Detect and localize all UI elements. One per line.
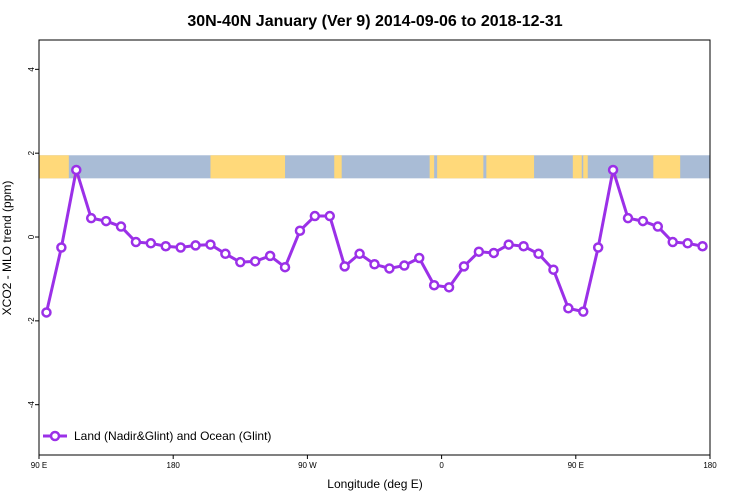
map-land bbox=[583, 155, 588, 179]
data-point bbox=[592, 242, 604, 253]
x-tick-label: 180 bbox=[167, 461, 181, 470]
data-point bbox=[324, 210, 336, 222]
data-point bbox=[503, 239, 514, 250]
data-point bbox=[130, 236, 142, 248]
data-point bbox=[71, 164, 82, 176]
data-point bbox=[205, 239, 216, 250]
data-point bbox=[563, 303, 574, 314]
x-axis-label: Longitude (deg E) bbox=[327, 477, 422, 491]
data-point bbox=[294, 225, 306, 236]
data-point bbox=[443, 282, 455, 293]
data-point bbox=[220, 248, 231, 260]
data-point bbox=[399, 260, 410, 271]
data-point bbox=[41, 307, 52, 318]
y-tick-label: -4 bbox=[27, 401, 36, 409]
legend-marker bbox=[49, 430, 61, 442]
map-land bbox=[437, 155, 484, 179]
data-point bbox=[115, 221, 127, 232]
x-tick-label: 90 E bbox=[568, 461, 584, 470]
data-point bbox=[384, 263, 395, 274]
x-tick-label: 90 E bbox=[31, 461, 47, 470]
x-tick-label: 180 bbox=[703, 461, 717, 470]
map-ocean bbox=[39, 155, 710, 179]
map-band bbox=[39, 155, 710, 179]
y-tick-label: 2 bbox=[27, 150, 36, 155]
data-point bbox=[667, 236, 678, 248]
data-point bbox=[413, 252, 425, 264]
data-point bbox=[190, 240, 201, 251]
data-point bbox=[235, 256, 246, 268]
data-point bbox=[160, 240, 171, 252]
data-point bbox=[548, 264, 559, 275]
map-land bbox=[572, 155, 582, 179]
legend-label: Land (Nadir&Glint) and Ocean (Glint) bbox=[74, 429, 271, 443]
data-point bbox=[652, 221, 664, 232]
data-point bbox=[488, 247, 500, 259]
series-layer bbox=[41, 164, 708, 318]
x-axis: 90 E 180 90 W 0 90 E 180 bbox=[31, 455, 717, 470]
y-axis-label: XCO2 - MLO trend (ppm) bbox=[0, 181, 14, 316]
data-point bbox=[309, 210, 321, 222]
map-land bbox=[429, 155, 435, 179]
map-land bbox=[210, 155, 286, 179]
data-point bbox=[85, 212, 97, 224]
x-tick-label: 90 W bbox=[298, 461, 317, 470]
data-point bbox=[264, 250, 276, 262]
map-land bbox=[486, 155, 535, 179]
data-point bbox=[622, 212, 634, 224]
data-point bbox=[518, 240, 529, 252]
data-point bbox=[56, 242, 67, 253]
y-tick-label: 0 bbox=[27, 234, 36, 239]
data-point bbox=[354, 248, 365, 260]
y-tick-label: -2 bbox=[27, 317, 36, 325]
data-point bbox=[578, 306, 589, 317]
plot-frame bbox=[38, 39, 711, 456]
data-point bbox=[428, 279, 440, 291]
data-point bbox=[637, 215, 649, 227]
data-point bbox=[682, 238, 693, 249]
data-point bbox=[339, 261, 350, 272]
chart-title: 30N-40N January (Ver 9) 2014-09-06 to 20… bbox=[187, 13, 562, 30]
map-land bbox=[334, 155, 342, 179]
data-point bbox=[249, 256, 261, 267]
y-axis: -4 -2 0 2 4 bbox=[27, 67, 39, 409]
series-line bbox=[44, 168, 703, 314]
map-land bbox=[39, 155, 69, 179]
data-point bbox=[607, 164, 619, 176]
data-point bbox=[175, 242, 186, 253]
data-point bbox=[279, 261, 291, 273]
y-tick-label: 4 bbox=[27, 67, 36, 72]
data-point bbox=[100, 215, 112, 227]
map-land bbox=[653, 155, 681, 179]
legend: Land (Nadir&Glint) and Ocean (Glint) bbox=[43, 429, 271, 443]
data-point bbox=[473, 246, 485, 257]
data-point bbox=[697, 240, 708, 252]
data-point bbox=[369, 259, 380, 270]
data-point bbox=[533, 248, 544, 260]
x-tick-label: 0 bbox=[439, 461, 444, 470]
data-point bbox=[458, 261, 470, 272]
data-point bbox=[145, 238, 157, 249]
